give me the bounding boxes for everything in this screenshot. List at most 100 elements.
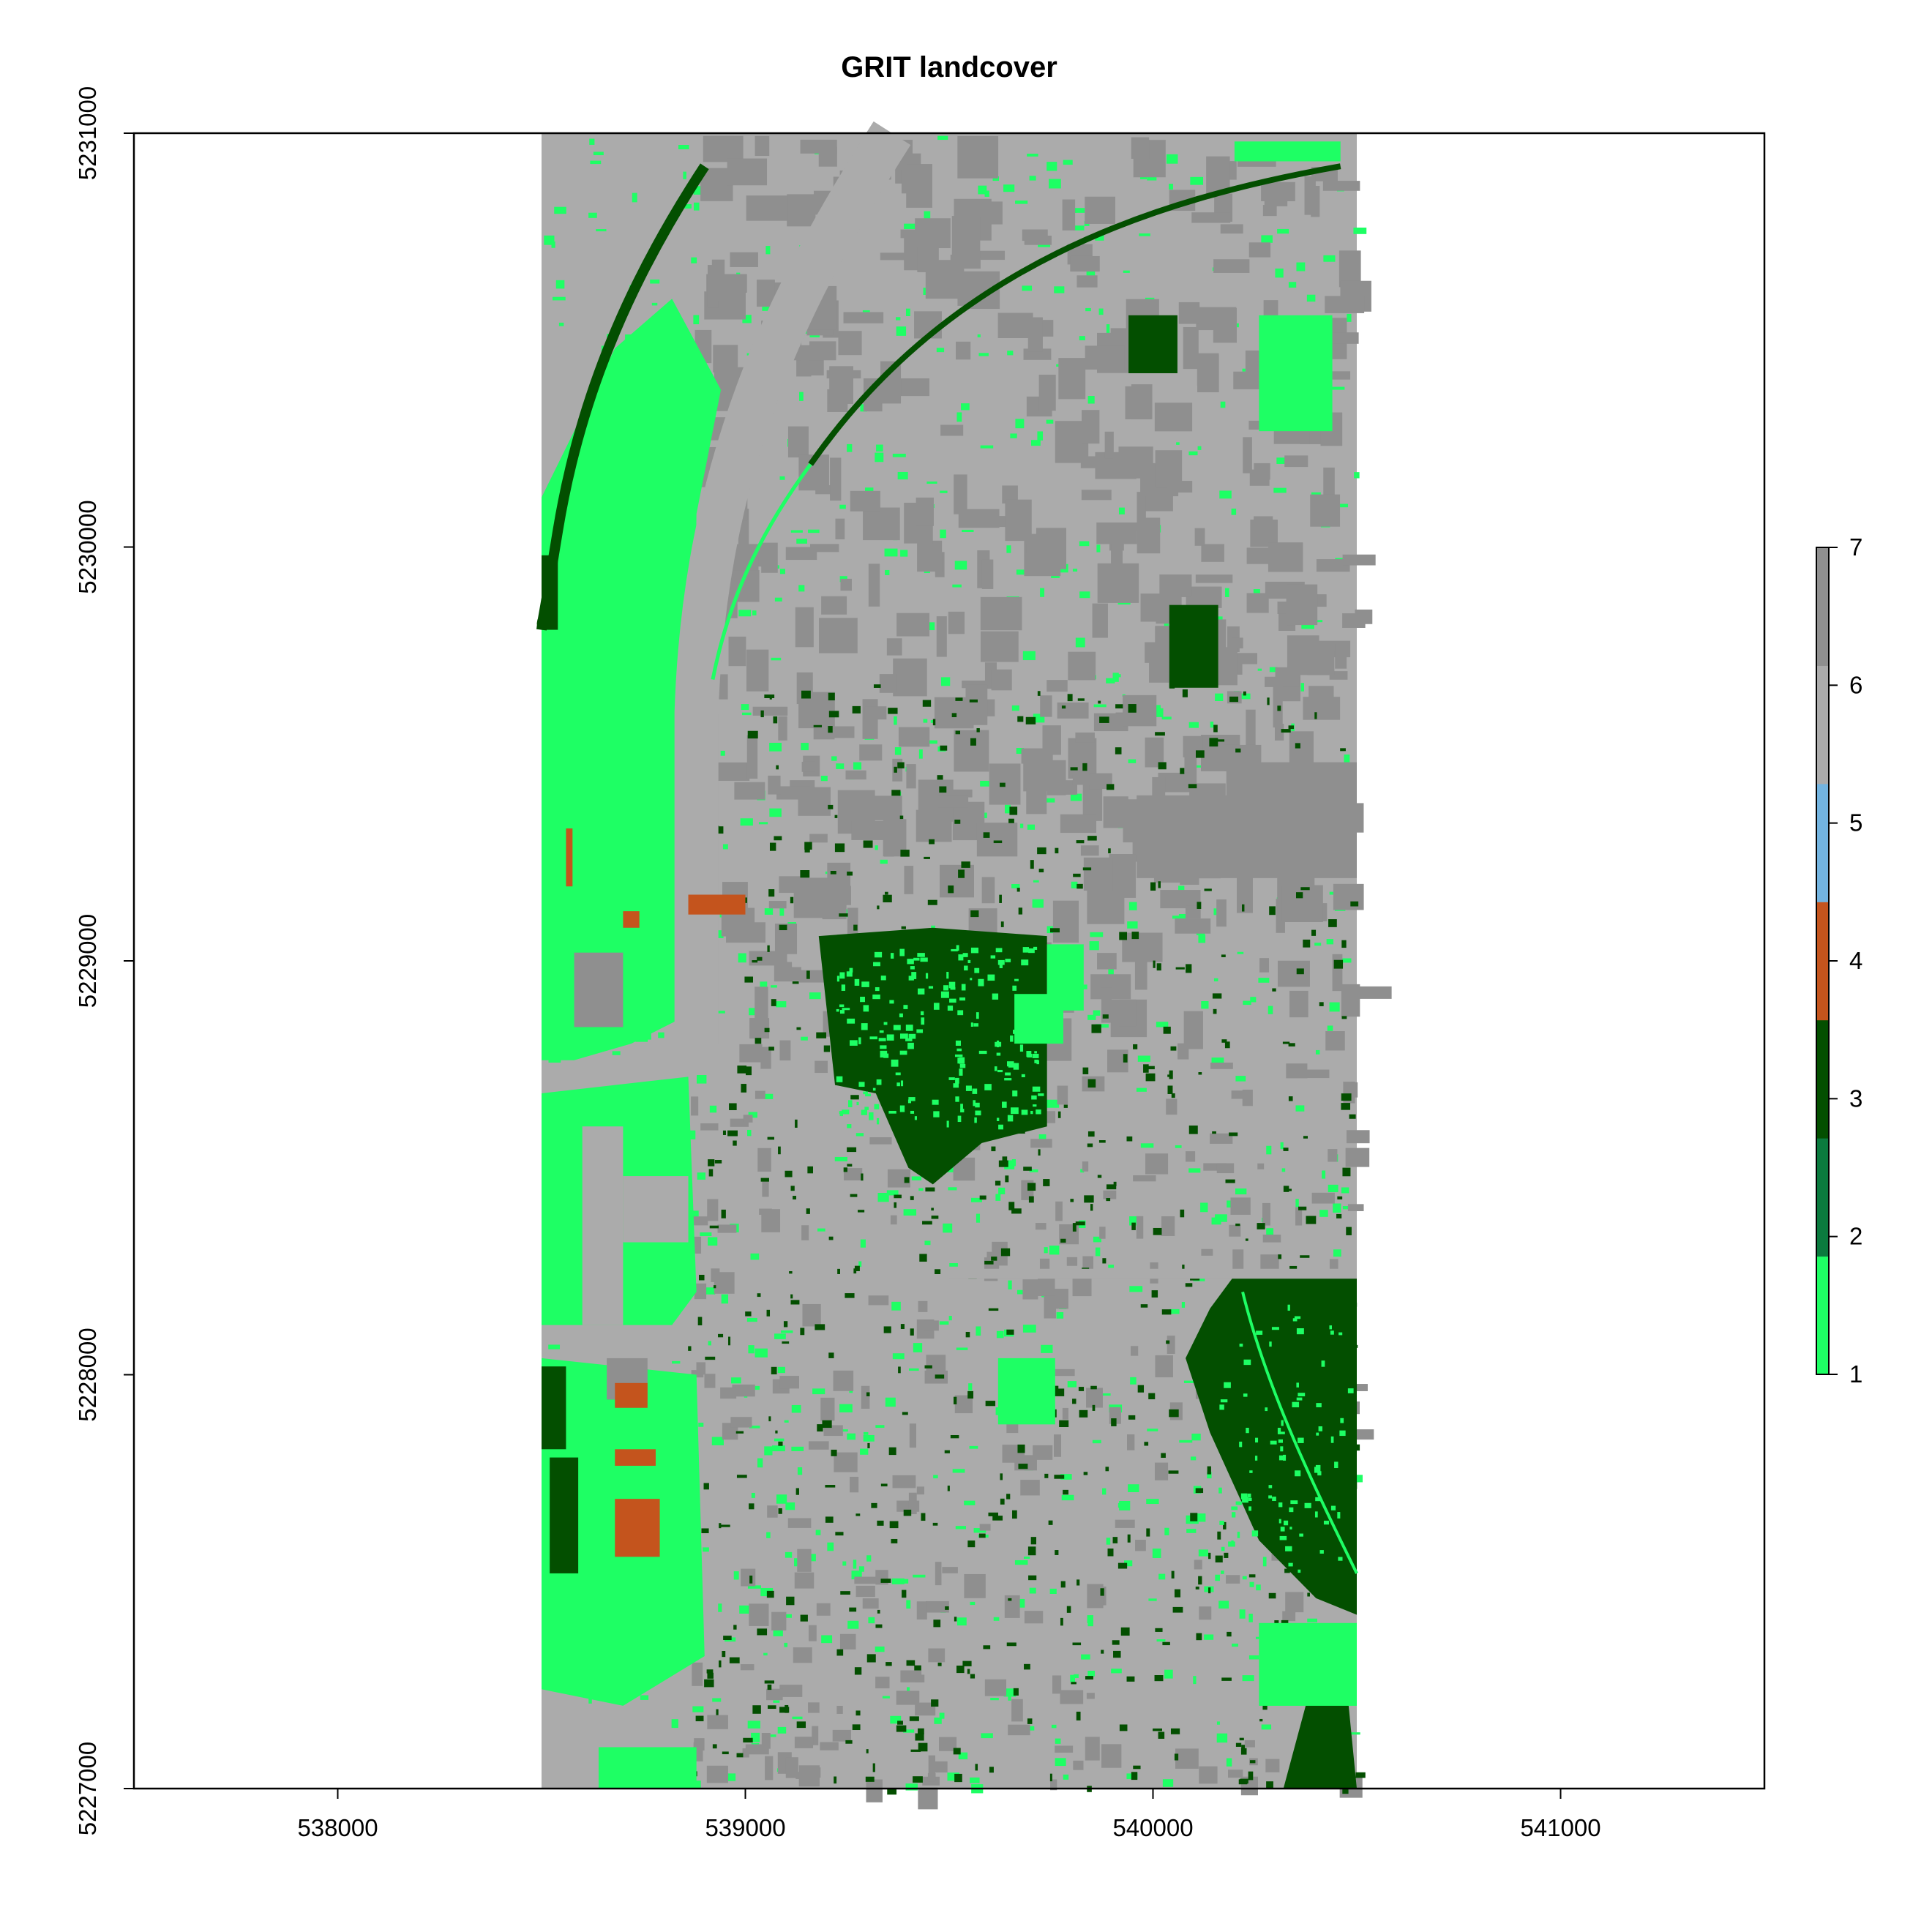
landcover-patch bbox=[718, 1603, 722, 1612]
landcover-patch bbox=[847, 443, 853, 452]
landcover-patch bbox=[1155, 1355, 1173, 1378]
landcover-patch bbox=[1298, 1437, 1304, 1443]
landcover-patch bbox=[1038, 1276, 1055, 1296]
landcover-patch bbox=[1044, 1247, 1048, 1254]
landcover-patch bbox=[1289, 990, 1308, 1018]
transport-corridor bbox=[674, 121, 911, 1044]
landcover-patch bbox=[935, 1269, 941, 1275]
landcover-patch bbox=[1030, 1139, 1052, 1148]
landcover-patch bbox=[1188, 784, 1197, 789]
landcover-patch bbox=[1152, 1549, 1161, 1558]
landcover-patch bbox=[1172, 1606, 1183, 1613]
landcover-patch bbox=[827, 1542, 834, 1551]
landcover-patch bbox=[1067, 694, 1073, 702]
landcover-patch bbox=[920, 957, 928, 962]
landcover-patch bbox=[1139, 176, 1147, 179]
landcover-patch bbox=[554, 206, 566, 214]
landcover-patch bbox=[711, 1437, 724, 1445]
landcover-patch bbox=[1282, 1041, 1290, 1044]
y-tick-label: 5229000 bbox=[74, 914, 101, 1008]
landcover-patch bbox=[1106, 1184, 1117, 1190]
landcover-patch bbox=[1127, 1534, 1131, 1543]
landcover-patch bbox=[967, 1540, 976, 1548]
landcover-patch bbox=[918, 1742, 928, 1752]
floodplain-grass bbox=[598, 1747, 697, 1789]
landcover-patch bbox=[939, 786, 947, 793]
landcover-patch bbox=[1216, 899, 1227, 927]
landcover-patch bbox=[820, 1742, 839, 1751]
landcover-patch bbox=[1224, 1041, 1230, 1049]
landcover-patch bbox=[1063, 1774, 1069, 1780]
landcover-patch bbox=[872, 1763, 875, 1772]
landcover-patch bbox=[1123, 270, 1130, 273]
landcover-patch bbox=[794, 1572, 815, 1589]
landcover-patch bbox=[945, 1606, 949, 1610]
landcover-patch bbox=[1280, 1527, 1285, 1532]
landcover-patch bbox=[865, 1776, 875, 1782]
landcover-patch bbox=[781, 1330, 793, 1333]
landcover-patch bbox=[1190, 1513, 1198, 1521]
landcover-patch bbox=[940, 424, 964, 436]
landcover-patch bbox=[1215, 1555, 1223, 1563]
landcover-patch bbox=[865, 795, 902, 820]
landcover-patch bbox=[972, 1088, 978, 1094]
landcover-patch bbox=[845, 1740, 853, 1744]
landcover-patch bbox=[855, 1710, 861, 1716]
landcover-patch bbox=[1087, 1671, 1096, 1677]
landcover-patch bbox=[956, 412, 962, 422]
x-tick-label: 538000 bbox=[297, 1814, 378, 1841]
landcover-patch bbox=[932, 1522, 938, 1526]
landcover-patch bbox=[874, 1104, 880, 1109]
landcover-patch bbox=[1018, 1464, 1028, 1469]
landcover-patch bbox=[1235, 1223, 1240, 1227]
landcover-patch bbox=[1226, 1575, 1240, 1584]
landcover-patch bbox=[854, 978, 860, 986]
landcover-patch bbox=[1153, 1227, 1162, 1235]
landcover-patch bbox=[873, 962, 880, 967]
landcover-patch bbox=[773, 1700, 780, 1703]
landcover-patch bbox=[1254, 516, 1273, 525]
legend-swatch bbox=[1816, 1019, 1829, 1139]
landcover-patch bbox=[1283, 1454, 1287, 1461]
landcover-patch bbox=[1167, 1085, 1173, 1094]
landcover-patch bbox=[932, 1099, 939, 1105]
landcover-patch bbox=[1225, 588, 1229, 597]
landcover-patch bbox=[1031, 1095, 1037, 1100]
landcover-patch bbox=[721, 1209, 726, 1218]
landcover-patch bbox=[722, 844, 728, 850]
landcover-patch bbox=[703, 1547, 709, 1552]
landcover-patch bbox=[1040, 695, 1052, 717]
landcover-patch bbox=[714, 1160, 722, 1164]
landcover-patch bbox=[918, 1300, 928, 1312]
landcover-patch bbox=[1063, 1104, 1068, 1108]
landcover-patch bbox=[1216, 1733, 1228, 1743]
landcover-patch bbox=[976, 728, 980, 733]
landcover-patch bbox=[719, 1523, 722, 1529]
landcover-patch bbox=[785, 1704, 789, 1713]
landcover-patch bbox=[1099, 1227, 1106, 1239]
landcover-patch bbox=[1004, 1078, 1012, 1081]
landcover-patch bbox=[836, 976, 840, 982]
landcover-patch bbox=[1288, 725, 1295, 730]
landcover-patch bbox=[1145, 1153, 1169, 1175]
landcover-patch bbox=[1129, 1286, 1143, 1292]
landcover-patch bbox=[1337, 1196, 1343, 1199]
landcover-patch bbox=[1327, 1025, 1333, 1031]
landcover-patch bbox=[1175, 967, 1185, 970]
landcover-patch bbox=[779, 1707, 790, 1713]
landcover-patch bbox=[888, 1447, 896, 1456]
landcover-patch bbox=[795, 1119, 798, 1128]
landcover-patch bbox=[755, 135, 770, 157]
landcover-patch bbox=[1340, 1418, 1344, 1423]
landcover-patch bbox=[875, 1677, 890, 1689]
landcover-patch bbox=[973, 1023, 978, 1027]
landcover-patch bbox=[921, 780, 931, 812]
landcover-patch bbox=[1221, 954, 1226, 957]
landcover-patch bbox=[887, 1788, 897, 1795]
landcover-patch bbox=[904, 1177, 910, 1183]
landcover-patch bbox=[835, 1532, 844, 1536]
landcover-patch bbox=[853, 924, 858, 931]
landcover-patch bbox=[916, 1486, 924, 1495]
landcover-patch bbox=[1102, 1488, 1107, 1495]
landcover-patch bbox=[1314, 1467, 1321, 1473]
